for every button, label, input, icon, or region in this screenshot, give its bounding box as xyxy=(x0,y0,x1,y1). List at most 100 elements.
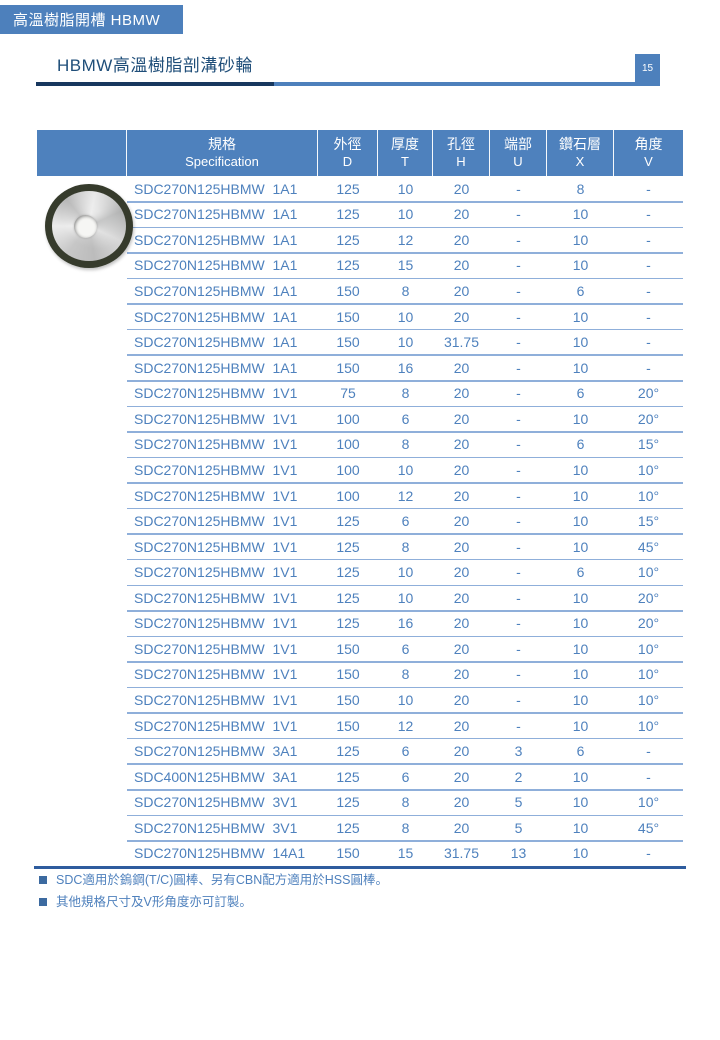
table-cell-outer-diameter: 100 xyxy=(336,461,360,478)
table-cell-angle: 15° xyxy=(637,436,660,453)
table-row: SDC270N125HBMW 1V1 125 10 20 - 10 20° xyxy=(37,585,683,612)
header-zh-label: 角度 xyxy=(634,136,663,153)
table-cell-diamond-layer: 6 xyxy=(576,283,585,300)
table-cell-thickness: 8 xyxy=(401,819,410,836)
table-cell-thickness: 8 xyxy=(401,538,410,555)
page-title: HBMW高溫樹脂剖溝砂輪 xyxy=(57,56,253,75)
table-cell-thickness: 10 xyxy=(397,692,414,709)
table-cell-angle: 45° xyxy=(637,538,660,555)
table-cell-specification: SDC270N125HBMW 3A1 xyxy=(134,743,298,760)
table-cell-specification: SDC270N125HBMW 3V1 xyxy=(134,794,298,811)
table-row: SDC270N125HBMW 1V1 150 8 20 - 10 10° xyxy=(37,662,683,688)
table-row: SDC270N125HBMW 1V1 75 8 20 - 6 20° xyxy=(37,381,683,407)
header-zh-label: 厚度 xyxy=(391,136,419,153)
table-cell-end-part: - xyxy=(516,436,521,453)
table-cell-angle: 10° xyxy=(637,692,660,709)
table-cell-end-part: - xyxy=(516,564,521,581)
table-cell-outer-diameter: 125 xyxy=(336,615,360,632)
table-row: SDC270N125HBMW 1V1 100 6 20 - 10 20° xyxy=(37,406,683,433)
square-bullet-icon xyxy=(39,876,47,884)
table-header-outer-diameter: 外徑 D xyxy=(318,130,378,176)
table-row: SDC270N125HBMW 1V1 150 6 20 - 10 10° xyxy=(37,636,683,663)
table-cell-angle: 10° xyxy=(637,564,660,581)
table-cell-angle: - xyxy=(646,283,651,300)
table-cell-angle: - xyxy=(646,334,651,351)
table-cell-hole-diameter: 20 xyxy=(453,461,470,478)
footnote-text: 其他規格尺寸及V形角度亦可訂製。 xyxy=(56,895,252,909)
table-cell-outer-diameter: 125 xyxy=(336,768,360,785)
title-underline-light xyxy=(274,82,660,86)
table-cell-thickness: 10 xyxy=(397,564,414,581)
table-cell-hole-diameter: 20 xyxy=(453,589,470,606)
table-cell-hole-diameter: 20 xyxy=(453,231,470,248)
table-header-end-part: 端部 U xyxy=(490,130,547,176)
header-code-label: V xyxy=(644,153,653,169)
table-cell-angle: 20° xyxy=(637,385,660,402)
table-cell-hole-diameter: 20 xyxy=(453,743,470,760)
table-cell-end-part: - xyxy=(516,640,521,657)
table-cell-diamond-layer: 10 xyxy=(572,819,589,836)
table-cell-hole-diameter: 20 xyxy=(453,283,470,300)
table-cell-hole-diameter: 20 xyxy=(453,385,470,402)
header-code-label: T xyxy=(401,153,409,169)
table-cell-angle: - xyxy=(646,359,651,376)
table-cell-end-part: - xyxy=(516,334,521,351)
table-cell-end-part: - xyxy=(516,513,521,530)
header-zh-label: 鑽石層 xyxy=(559,136,601,153)
table-cell-thickness: 10 xyxy=(397,180,414,197)
table-cell-diamond-layer: 10 xyxy=(572,410,589,427)
table-cell-end-part: - xyxy=(516,283,521,300)
table-cell-thickness: 6 xyxy=(401,513,410,530)
table-cell-specification: SDC270N125HBMW 1V1 xyxy=(134,564,298,581)
table-cell-diamond-layer: 10 xyxy=(572,640,589,657)
table-cell-specification: SDC270N125HBMW 1A1 xyxy=(134,283,298,300)
spec-table: 規格 Specification 外徑 D 厚度 T 孔徑 H 端部 U 鑽石層… xyxy=(34,130,686,869)
table-row: SDC270N125HBMW 3V1 125 8 20 5 10 45° xyxy=(37,815,683,842)
table-cell-diamond-layer: 10 xyxy=(572,206,589,223)
table-cell-diamond-layer: 6 xyxy=(576,436,585,453)
table-cell-outer-diameter: 125 xyxy=(336,257,360,274)
table-cell-hole-diameter: 20 xyxy=(453,768,470,785)
table-cell-hole-diameter: 20 xyxy=(453,410,470,427)
table-row: SDC400N125HBMW 3A1 125 6 20 2 10 - xyxy=(37,764,683,791)
table-cell-outer-diameter: 100 xyxy=(336,487,360,504)
table-cell-diamond-layer: 10 xyxy=(572,359,589,376)
square-bullet-icon xyxy=(39,898,47,906)
table-cell-end-part: - xyxy=(516,538,521,555)
table-cell-hole-diameter: 20 xyxy=(453,692,470,709)
footnote-item: 其他規格尺寸及V形角度亦可訂製。 xyxy=(38,891,388,913)
table-cell-outer-diameter: 150 xyxy=(336,283,360,300)
table-cell-diamond-layer: 10 xyxy=(572,538,589,555)
table-cell-end-part: 5 xyxy=(514,794,523,811)
table-cell-diamond-layer: 8 xyxy=(576,180,585,197)
table-cell-specification: SDC270N125HBMW 1V1 xyxy=(134,410,298,427)
table-row: SDC270N125HBMW 1V1 125 16 20 - 10 20° xyxy=(37,611,683,637)
table-cell-thickness: 16 xyxy=(397,615,414,632)
table-row: SDC270N125HBMW 1V1 125 10 20 - 6 10° xyxy=(37,559,683,586)
grinding-wheel-hole xyxy=(73,214,97,238)
table-row: SDC270N125HBMW 1A1 125 15 20 - 10 - xyxy=(37,253,683,279)
table-cell-thickness: 8 xyxy=(401,794,410,811)
table-header-row: 規格 Specification 外徑 D 厚度 T 孔徑 H 端部 U 鑽石層… xyxy=(37,130,683,176)
header-zh-label: 規格 xyxy=(208,136,236,153)
table-cell-angle: - xyxy=(646,743,651,760)
table-cell-diamond-layer: 10 xyxy=(572,666,589,683)
table-cell-angle: 20° xyxy=(637,410,660,427)
table-cell-thickness: 12 xyxy=(397,231,414,248)
table-cell-thickness: 10 xyxy=(397,206,414,223)
table-cell-hole-diameter: 20 xyxy=(453,308,470,325)
table-cell-hole-diameter: 20 xyxy=(453,717,470,734)
table-cell-thickness: 6 xyxy=(401,768,410,785)
table-cell-hole-diameter: 20 xyxy=(453,640,470,657)
table-row: SDC270N125HBMW 1V1 100 10 20 - 10 10° xyxy=(37,457,683,484)
table-cell-outer-diameter: 150 xyxy=(336,845,360,862)
table-cell-angle: 20° xyxy=(637,589,660,606)
table-cell-diamond-layer: 10 xyxy=(572,334,589,351)
table-cell-end-part: - xyxy=(516,487,521,504)
table-row: SDC270N125HBMW 1A1 150 8 20 - 6 - xyxy=(37,278,683,305)
table-cell-thickness: 12 xyxy=(397,487,414,504)
page-number-badge: 15 xyxy=(635,54,660,82)
table-cell-diamond-layer: 10 xyxy=(572,589,589,606)
table-cell-angle: 45° xyxy=(637,819,660,836)
table-header-diamond-layer: 鑽石層 X xyxy=(547,130,614,176)
